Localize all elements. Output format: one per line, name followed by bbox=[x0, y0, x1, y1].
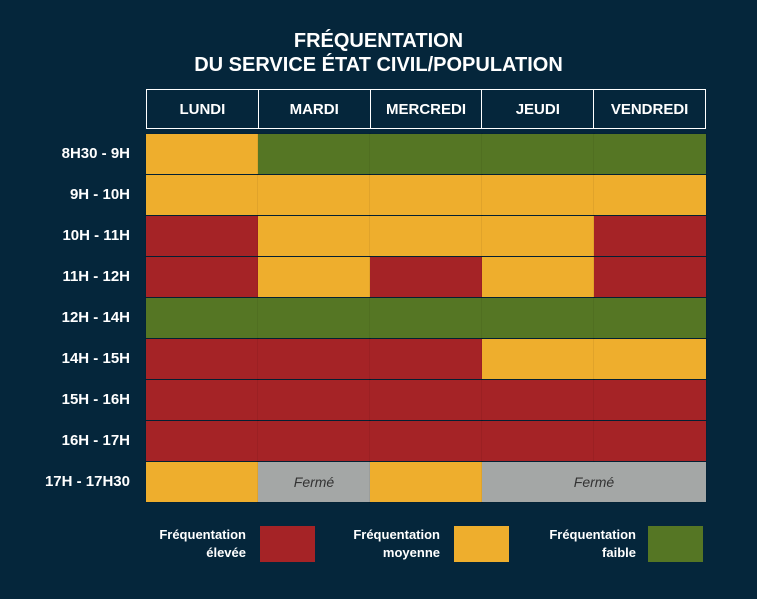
heatmap-cell bbox=[257, 215, 371, 257]
heatmap-cell bbox=[593, 215, 707, 257]
heatmap-cell bbox=[257, 297, 371, 339]
closed-label: Fermé bbox=[573, 474, 615, 490]
legend-label-high: Fréquentation élevée bbox=[120, 526, 246, 562]
heatmap-cell bbox=[481, 133, 595, 175]
heatmap-cell bbox=[145, 461, 259, 503]
heatmap-cell bbox=[369, 174, 483, 216]
slot-label: 8H30 - 9H bbox=[61, 145, 130, 162]
heatmap-cell bbox=[369, 215, 483, 257]
title-line-1: FRÉQUENTATION bbox=[293, 30, 464, 52]
day-header-jeudi: JEUDI bbox=[482, 90, 595, 128]
legend-label-medium: Fréquentation moyenne bbox=[314, 526, 440, 562]
closed-cell: Fermé bbox=[481, 461, 707, 503]
legend-label-medium-line2: moyenne bbox=[382, 545, 440, 560]
heatmap-cell bbox=[481, 297, 595, 339]
heatmap-cell bbox=[145, 297, 259, 339]
heatmap-cell bbox=[145, 256, 259, 298]
legend-swatch-high bbox=[260, 526, 315, 562]
day-header-row: LUNDI MARDI MERCREDI JEUDI VENDREDI bbox=[146, 89, 706, 129]
heatmap-cell bbox=[257, 174, 371, 216]
heatmap-cell bbox=[481, 338, 595, 380]
heatmap-cell bbox=[481, 215, 595, 257]
heatmap-cell bbox=[593, 379, 707, 421]
heatmap-cell bbox=[369, 379, 483, 421]
heatmap-cell bbox=[145, 420, 259, 462]
heatmap-grid: Fermé Fermé bbox=[145, 133, 707, 503]
heatmap-cell bbox=[257, 256, 371, 298]
slot-label: 15H - 16H bbox=[61, 391, 130, 408]
heatmap-cell bbox=[481, 174, 595, 216]
legend-label-low-line2: faible bbox=[602, 545, 636, 560]
heatmap-cell bbox=[481, 420, 595, 462]
heatmap-cell bbox=[145, 174, 259, 216]
heatmap-cell bbox=[369, 297, 483, 339]
heatmap-cell bbox=[257, 379, 371, 421]
day-header-mardi: MARDI bbox=[259, 90, 371, 128]
day-header-mercredi: MERCREDI bbox=[371, 90, 483, 128]
slot-label: 10H - 11H bbox=[62, 227, 130, 244]
heatmap-cell bbox=[593, 256, 707, 298]
heatmap-cell bbox=[369, 338, 483, 380]
heatmap-cell bbox=[593, 420, 707, 462]
legend-swatch-medium bbox=[454, 526, 509, 562]
day-header-lundi: LUNDI bbox=[147, 90, 259, 128]
legend-swatch-low bbox=[648, 526, 703, 562]
legend-label-low-line1: Fréquentation bbox=[549, 527, 636, 542]
day-header-vendredi: VENDREDI bbox=[610, 100, 689, 118]
closed-cell: Fermé bbox=[257, 461, 371, 503]
slot-label: 17H - 17H30 bbox=[44, 473, 130, 490]
legend-label-low: Fréquentation faible bbox=[510, 526, 636, 562]
heatmap-cell bbox=[145, 215, 259, 257]
legend-label-high-line1: Fréquentation bbox=[159, 527, 246, 542]
heatmap-cell bbox=[145, 379, 259, 421]
slot-label: 14H - 15H bbox=[61, 350, 130, 367]
heatmap-cell bbox=[593, 338, 707, 380]
heatmap-cell bbox=[481, 256, 595, 298]
heatmap-cell bbox=[593, 297, 707, 339]
heatmap-cell bbox=[369, 420, 483, 462]
slot-label: 11H - 12H bbox=[62, 268, 130, 285]
heatmap-cell bbox=[145, 338, 259, 380]
chart-title: FRÉQUENTATION DU SERVICE ÉTAT CIVIL/POPU… bbox=[0, 29, 757, 77]
closed-label: Fermé bbox=[293, 474, 335, 490]
legend-label-high-line2: élevée bbox=[206, 545, 246, 560]
heatmap-cell bbox=[257, 133, 371, 175]
heatmap-cell bbox=[369, 133, 483, 175]
heatmap-cell bbox=[257, 420, 371, 462]
heatmap-cell bbox=[481, 379, 595, 421]
legend: Fréquentation élevée Fréquentation moyen… bbox=[0, 526, 757, 562]
slot-label: 16H - 17H bbox=[61, 432, 130, 449]
slot-label: 9H - 10H bbox=[69, 186, 130, 203]
legend-label-medium-line1: Fréquentation bbox=[353, 527, 440, 542]
heatmap-cell bbox=[593, 174, 707, 216]
title-line-2: DU SERVICE ÉTAT CIVIL/POPULATION bbox=[194, 54, 563, 76]
slot-label: 12H - 14H bbox=[61, 309, 130, 326]
heatmap-cell bbox=[145, 133, 259, 175]
heatmap-cell bbox=[257, 338, 371, 380]
heatmap-cell bbox=[369, 461, 483, 503]
heatmap-cell bbox=[593, 133, 707, 175]
heatmap-cell bbox=[369, 256, 483, 298]
